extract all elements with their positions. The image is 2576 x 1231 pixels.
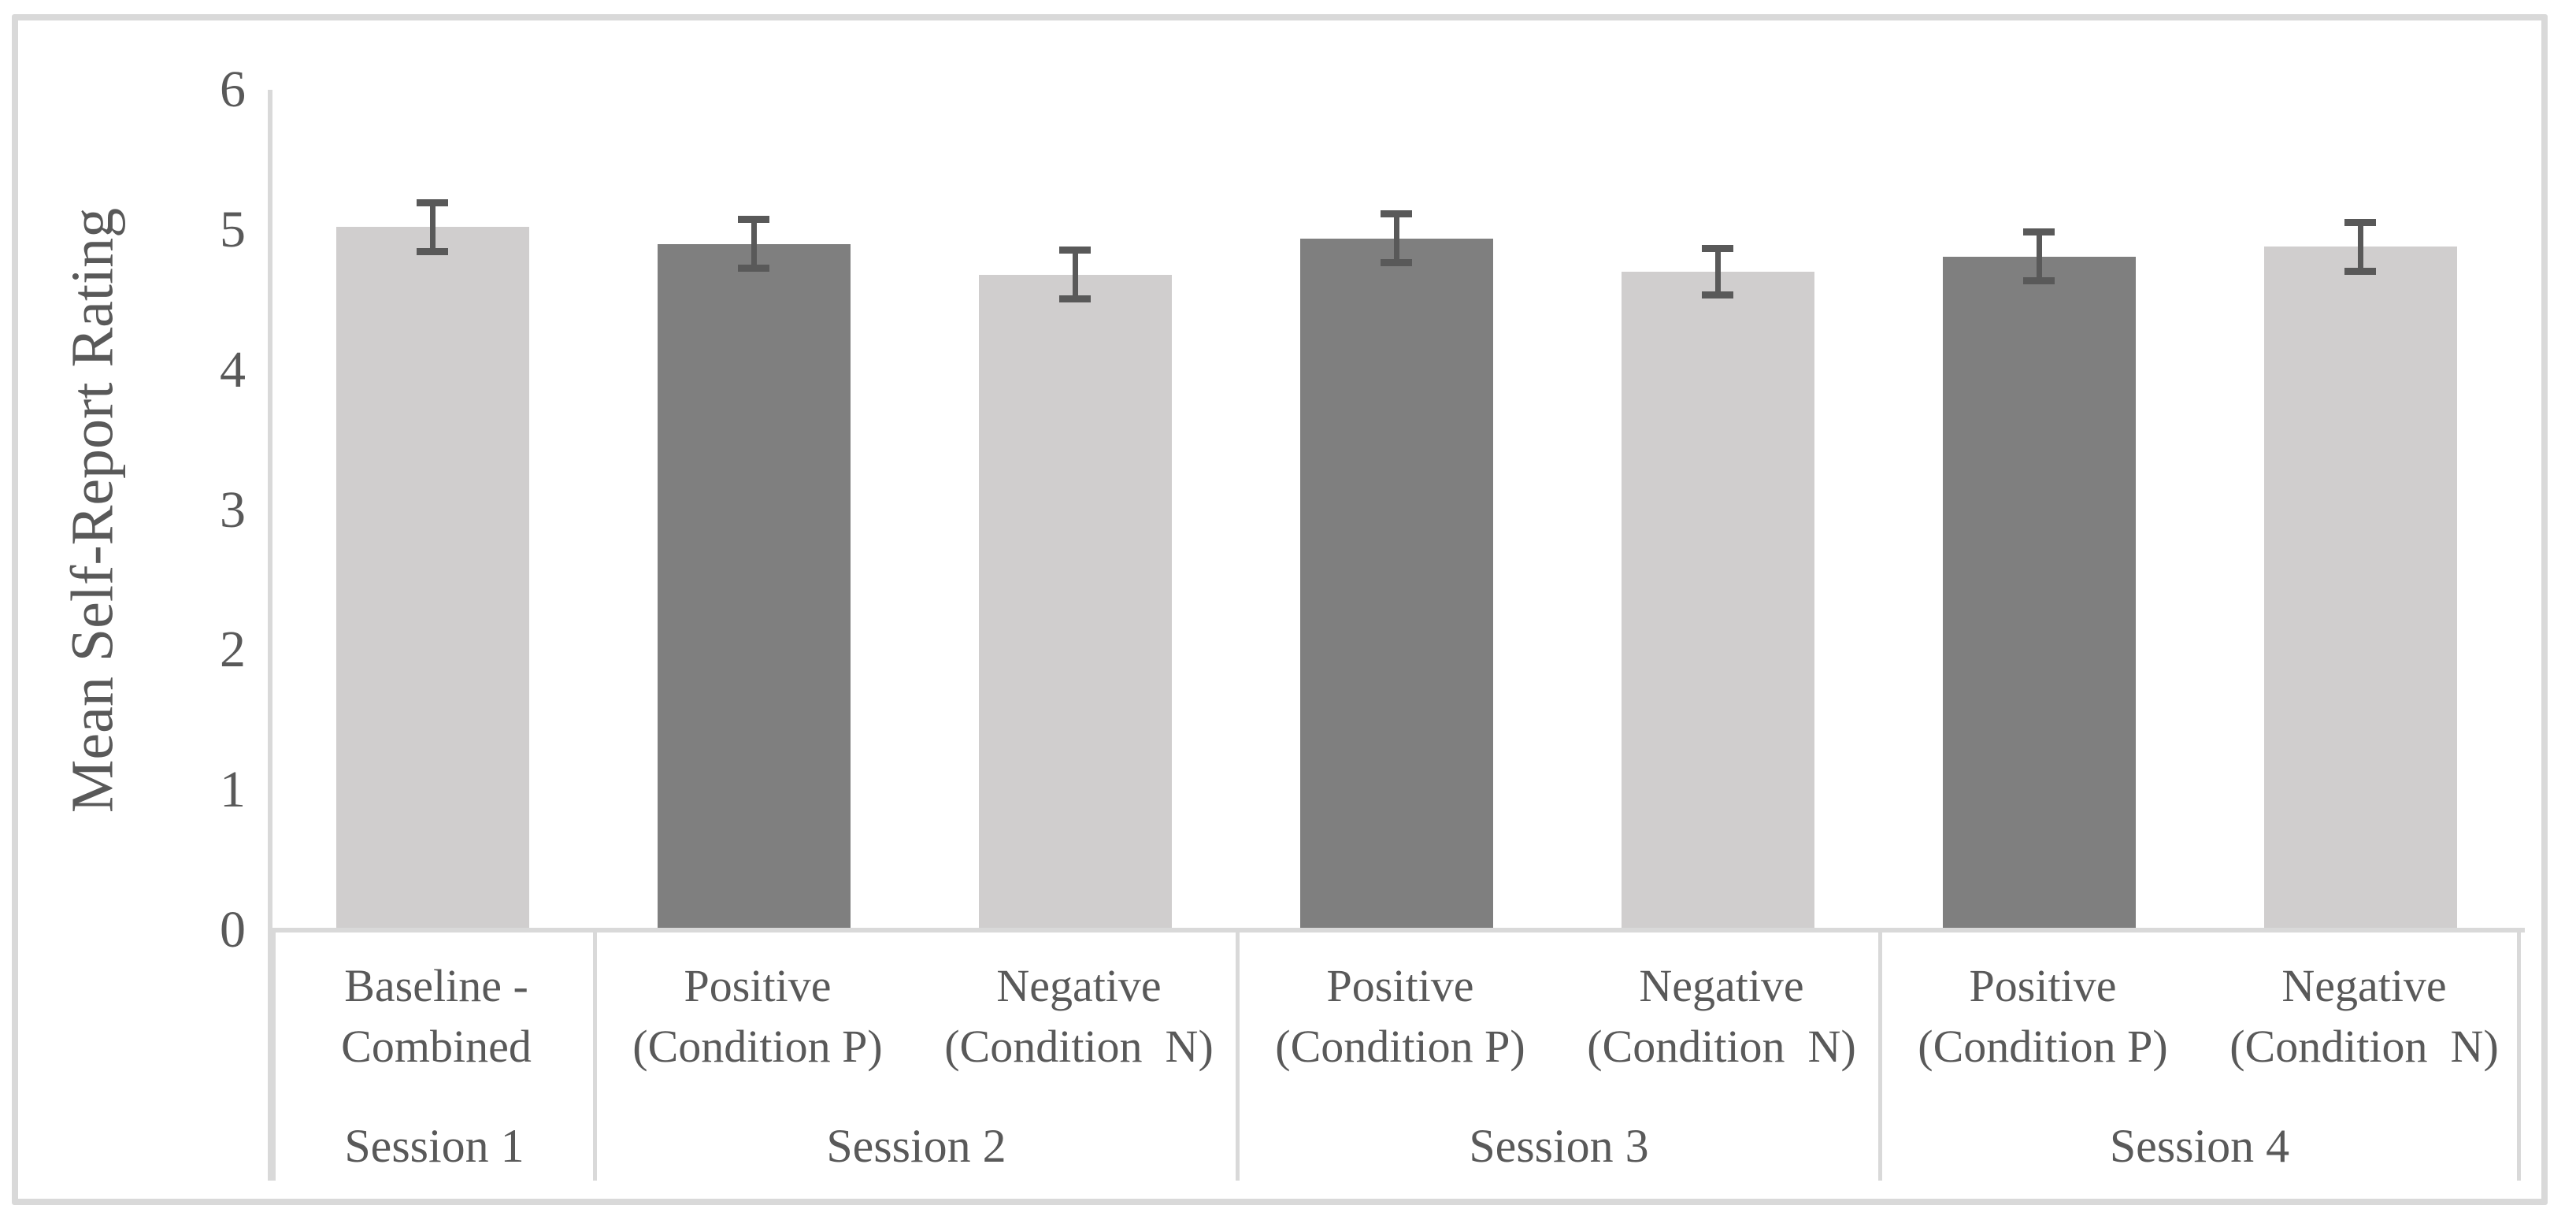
error-bar (2344, 218, 2376, 275)
error-bar-cap-top (2023, 228, 2055, 236)
session-label: Session 4 (2109, 1120, 2290, 1172)
y-tick-label: 0 (220, 901, 246, 958)
error-bar-cap-bottom (2023, 277, 2055, 285)
error-bar (2023, 228, 2055, 285)
error-bar (1059, 247, 1091, 303)
error-bar-line (1393, 209, 1399, 267)
x-axis-line (268, 928, 2525, 933)
condition-label: Baseline - Combined (341, 960, 532, 1072)
y-tick-label: 1 (220, 761, 246, 819)
session-cell-4: Positive (Condition P) Negative (Conditio… (1878, 932, 2521, 1181)
error-bar-cap-bottom (738, 265, 769, 273)
session-label: Session 1 (344, 1120, 524, 1172)
session-label: Session 3 (1469, 1120, 1649, 1172)
session-cell-1: Baseline - Combined Session 1 (272, 932, 593, 1181)
y-tick-label: 4 (220, 340, 246, 399)
error-bar-cap-bottom (1059, 295, 1091, 303)
error-bar (1702, 245, 1733, 298)
error-bar-cap-top (1702, 245, 1733, 253)
bar-negative-condition-n- (1621, 272, 1814, 930)
bar-positive-condition-p- (657, 243, 851, 930)
bar-negative-condition-n- (2263, 247, 2457, 930)
error-bar (738, 216, 769, 273)
error-bar-line (1072, 247, 1078, 303)
error-bar-cap-top (417, 198, 448, 206)
error-bar-line (2036, 228, 2042, 285)
session-cell-3: Positive (Condition P) Negative (Conditio… (1236, 932, 1878, 1181)
error-bar-cap-bottom (1381, 259, 1412, 267)
figure-border (12, 14, 2548, 1205)
error-bar (1381, 209, 1412, 267)
bar-negative-condition-n- (978, 274, 1172, 930)
error-bar-cap-top (1381, 209, 1412, 217)
error-bar-cap-bottom (2344, 267, 2376, 275)
error-bar-cap-bottom (1702, 291, 1733, 298)
condition-label: Negative (Condition N) (944, 960, 1214, 1072)
y-axis-line (268, 90, 272, 1181)
bar-baseline-combined (335, 227, 529, 930)
error-bar-line (1714, 245, 1721, 298)
error-bar-cap-top (2344, 218, 2376, 226)
error-bar-cap-top (738, 216, 769, 224)
y-tick-label: 2 (220, 621, 246, 679)
condition-label: Negative (Condition N) (1587, 960, 1856, 1072)
condition-label: Positive (Condition P) (632, 960, 883, 1072)
error-bar-line (429, 198, 436, 255)
condition-label: Negative (Condition N) (2229, 960, 2499, 1072)
error-bar-cap-bottom (417, 247, 448, 255)
y-tick-label: 3 (220, 480, 246, 539)
error-bar-cap-top (1059, 247, 1091, 254)
session-label: Session 2 (826, 1120, 1006, 1172)
y-tick-label: 5 (220, 200, 246, 258)
error-bar-line (751, 216, 757, 273)
y-tick-label: 6 (220, 61, 246, 118)
bar-positive-condition-p- (1942, 256, 2136, 930)
condition-label: Positive (Condition P) (1275, 960, 1525, 1072)
error-bar (417, 198, 448, 255)
session-cell-2: Positive (Condition P) Negative (Conditio… (593, 932, 1236, 1181)
bar-positive-condition-p- (1299, 238, 1493, 930)
error-bar-line (2357, 218, 2363, 275)
condition-label: Positive (Condition P) (1918, 960, 2168, 1072)
